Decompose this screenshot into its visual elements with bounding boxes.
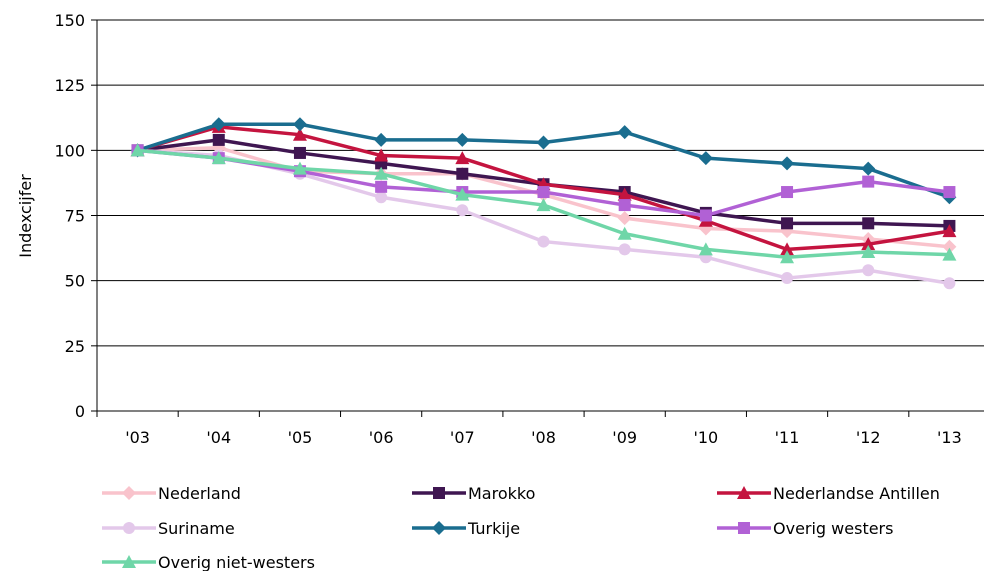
legend: Nederland Marokko Nederlandse Antillen Suri… — [102, 484, 940, 571]
data-point — [781, 217, 794, 230]
data-point — [861, 244, 876, 258]
data-point — [862, 264, 875, 277]
data-point — [942, 224, 957, 238]
data-point — [780, 242, 795, 256]
legend-item: Overig niet-westers — [102, 553, 315, 571]
data-point — [455, 187, 470, 201]
x-tick-label: '03 — [125, 428, 150, 447]
data-point — [211, 117, 226, 132]
legend-swatch-marker — [433, 487, 445, 499]
x-tick-label: '09 — [612, 428, 637, 447]
data-point — [781, 186, 794, 199]
y-tick-label: 100 — [54, 141, 85, 160]
legend-swatch-marker — [738, 522, 750, 534]
data-point — [698, 151, 713, 166]
legend-item: Marokko — [412, 484, 535, 503]
x-tick-label: '08 — [531, 428, 556, 447]
x-tick-label: '05 — [288, 428, 313, 447]
data-point — [698, 242, 713, 256]
y-tick-label: 50 — [65, 272, 85, 291]
data-point — [455, 132, 470, 147]
data-point — [374, 132, 389, 147]
legend-item: Overig westers — [717, 519, 893, 538]
x-tick-label: '13 — [937, 428, 962, 447]
gridlines — [97, 19, 984, 412]
x-tick-label: '11 — [775, 428, 800, 447]
legend-label: Turkije — [467, 519, 520, 538]
data-point — [617, 125, 632, 140]
legend-swatch-marker — [122, 486, 136, 500]
data-point — [130, 143, 145, 157]
legend-label: Overig niet-westers — [158, 553, 315, 571]
data-point — [617, 226, 632, 240]
data-point — [861, 161, 876, 176]
data-point — [212, 133, 225, 146]
data-point — [375, 191, 388, 204]
data-point — [211, 151, 226, 165]
legend-item: Turkije — [412, 519, 520, 538]
data-point — [780, 156, 795, 171]
data-point — [617, 187, 632, 201]
y-axis-ticks: 0 25 50 75 100 125 150 — [54, 11, 98, 421]
data-point — [374, 148, 389, 162]
data-point — [943, 277, 956, 290]
data-point — [536, 135, 551, 150]
data-point — [617, 211, 632, 226]
y-axis-title: Indexcijfer — [16, 174, 35, 258]
legend-swatch-marker — [737, 486, 751, 499]
data-point — [862, 217, 875, 230]
data-point — [943, 186, 956, 199]
legend-item: Nederland — [102, 484, 241, 503]
data-point — [618, 199, 631, 212]
data-point — [942, 239, 957, 254]
data-point — [292, 127, 307, 141]
data-point — [781, 272, 794, 285]
y-tick-label: 125 — [54, 76, 85, 95]
data-point — [456, 204, 469, 217]
data-point — [536, 198, 551, 212]
data-point — [618, 243, 631, 256]
y-tick-label: 0 — [75, 402, 85, 421]
data-point — [374, 166, 389, 180]
series-6 — [130, 143, 957, 264]
series-line — [137, 148, 950, 286]
data-point — [699, 209, 712, 222]
x-tick-label: '12 — [856, 428, 881, 447]
y-tick-label: 25 — [65, 337, 85, 356]
x-tick-label: '04 — [206, 428, 231, 447]
x-tick-label: '10 — [693, 428, 718, 447]
y-tick-label: 75 — [65, 207, 85, 226]
data-point — [780, 250, 795, 264]
x-tick-label: '06 — [369, 428, 394, 447]
legend-label: Suriname — [158, 519, 235, 538]
data-point — [375, 180, 388, 193]
data-point — [292, 117, 307, 132]
legend-swatch-marker — [122, 555, 136, 568]
legend-label: Nederland — [158, 484, 241, 503]
data-point — [455, 151, 470, 165]
data-point — [862, 175, 875, 188]
legend-item: Suriname — [102, 519, 235, 538]
series-lines — [130, 117, 957, 290]
y-tick-label: 150 — [54, 11, 85, 30]
x-axis-ticks: '03 '04 '05 '06 '07 '08 '09 '10 '11 '12 '13 — [96, 411, 962, 447]
legend-label: Nederlandse Antillen — [773, 484, 940, 503]
legend-label: Marokko — [468, 484, 535, 503]
legend-swatch-marker — [432, 521, 446, 535]
legend-item: Nederlandse Antillen — [717, 484, 940, 503]
data-point — [537, 235, 550, 248]
data-point — [293, 146, 306, 159]
data-point — [537, 186, 550, 199]
data-point — [861, 237, 876, 251]
x-tick-label: '07 — [450, 428, 475, 447]
legend-label: Overig westers — [773, 519, 893, 538]
data-point — [456, 167, 469, 180]
data-point — [942, 247, 957, 261]
legend-swatch-marker — [123, 522, 135, 534]
data-point — [292, 161, 307, 175]
